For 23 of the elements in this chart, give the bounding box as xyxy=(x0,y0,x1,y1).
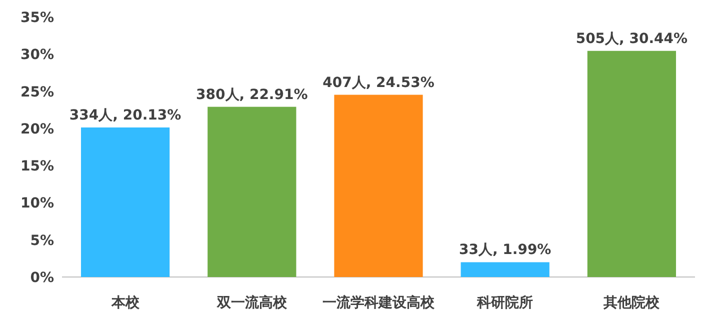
bar xyxy=(460,262,550,277)
bar xyxy=(587,50,676,277)
data-label: 505人, 30.44% xyxy=(576,30,688,47)
x-tick-label: 其他院校 xyxy=(602,294,661,311)
data-label: 407人, 24.53% xyxy=(322,74,434,91)
y-tick-label: 15% xyxy=(20,158,54,175)
y-tick-label: 20% xyxy=(20,121,54,138)
x-tick-label: 本校 xyxy=(110,295,140,311)
x-tick-label: 双一流高校 xyxy=(216,294,288,311)
y-tick-label: 0% xyxy=(30,270,54,286)
data-label: 380人, 22.91% xyxy=(196,86,308,103)
y-tick-label: 10% xyxy=(20,196,54,212)
data-label: 334人, 20.13% xyxy=(69,107,182,124)
data-label: 33人, 1.99% xyxy=(458,242,552,258)
bar xyxy=(208,106,296,277)
bar xyxy=(80,127,170,277)
x-tick-label: 一流学科建设高校 xyxy=(322,294,436,311)
x-tick-label: 科研院所 xyxy=(476,294,534,311)
bar xyxy=(334,94,423,277)
y-tick-label: 35% xyxy=(20,10,54,26)
y-tick-label: 5% xyxy=(30,232,54,249)
y-tick-label: 25% xyxy=(20,84,54,100)
y-tick-label: 30% xyxy=(20,47,54,64)
